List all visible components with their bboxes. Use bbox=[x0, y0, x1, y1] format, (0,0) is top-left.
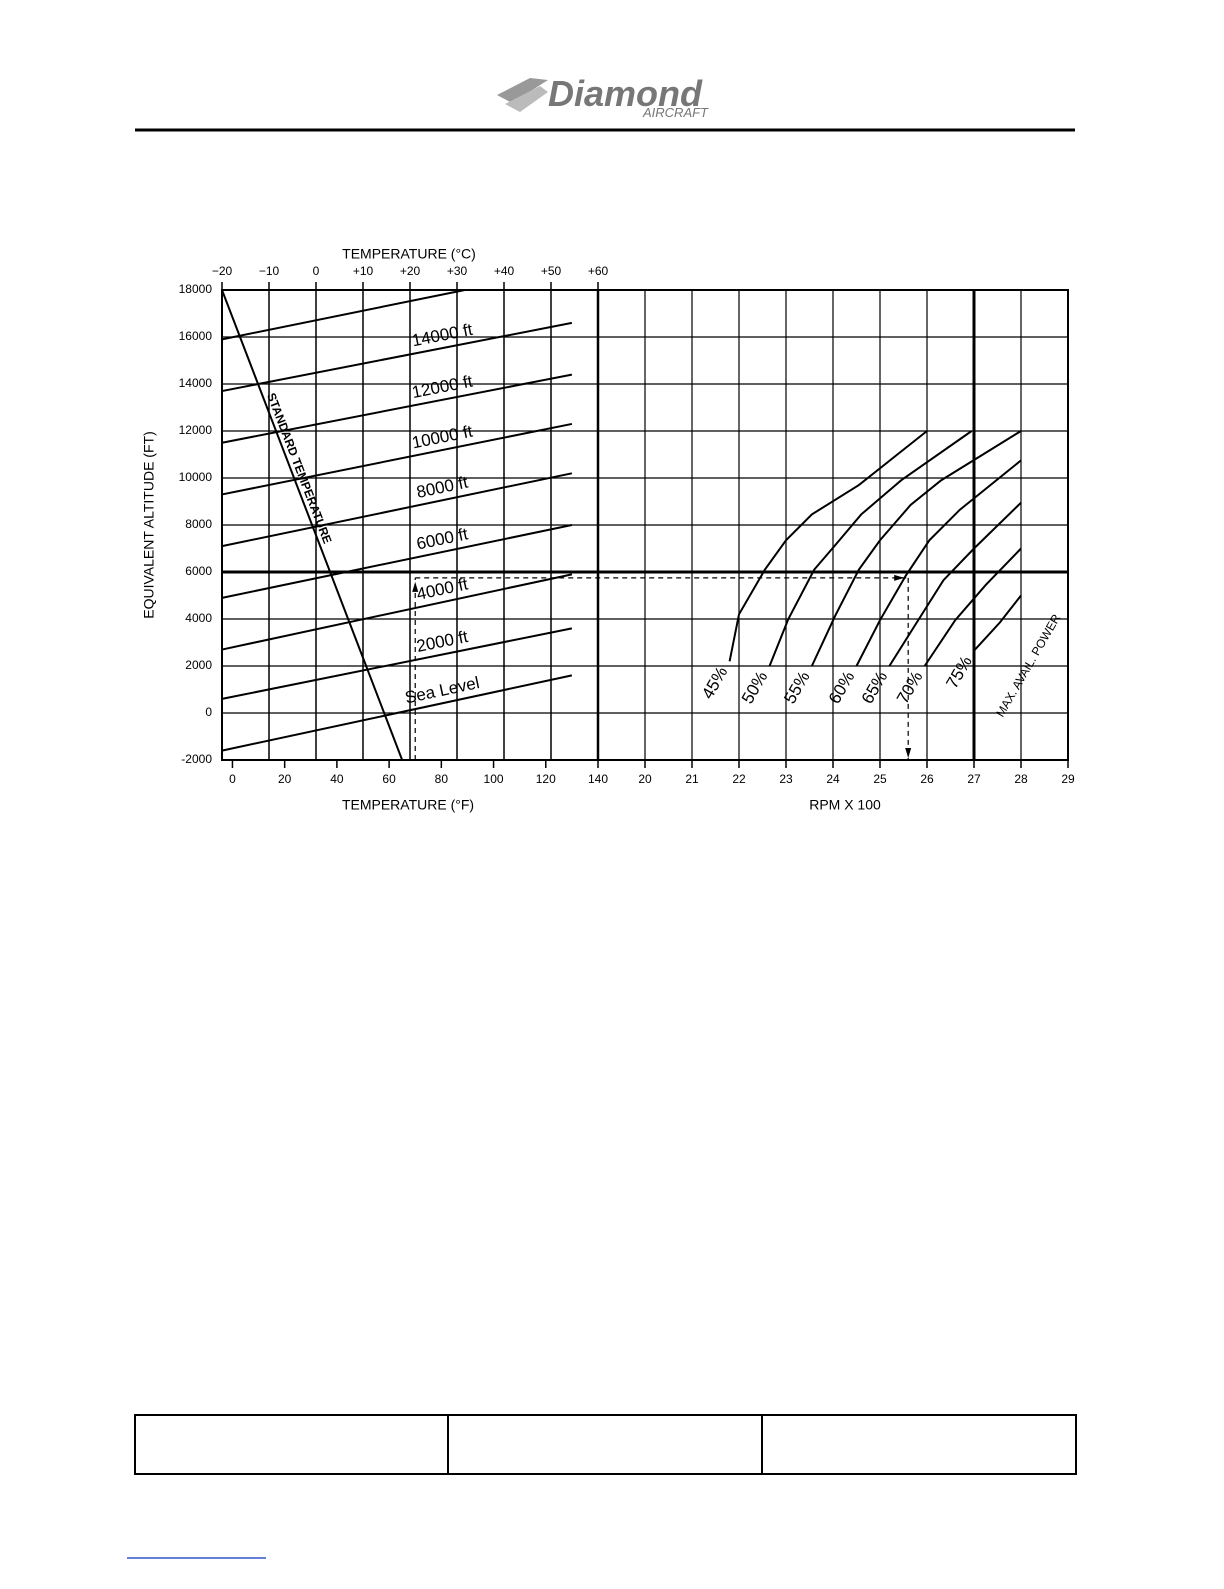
logo-mark bbox=[497, 78, 548, 103]
y-tick-label: 0 bbox=[205, 705, 212, 719]
top-tick-label: −10 bbox=[259, 264, 280, 278]
line-label: STANDARD TEMPERATURE bbox=[264, 391, 334, 546]
curve-label: 70% bbox=[893, 668, 926, 707]
series-line bbox=[221, 573, 573, 651]
y-axis-title: EQUIVALENT ALTITUDE (FT) bbox=[141, 431, 157, 618]
arrow-head bbox=[412, 581, 419, 592]
series-line bbox=[728, 430, 928, 662]
top-tick-label: +40 bbox=[494, 264, 515, 278]
y-tick-label: 4000 bbox=[185, 611, 212, 625]
x2-tick-label: 28 bbox=[1014, 772, 1028, 786]
series-line bbox=[855, 459, 1022, 667]
top-axis-title: TEMPERATURE (°C) bbox=[342, 246, 476, 262]
arrow-head bbox=[894, 574, 905, 581]
y-tick-label: 6000 bbox=[185, 564, 212, 578]
series-line bbox=[973, 594, 1022, 652]
y-tick-label: 8000 bbox=[185, 517, 212, 531]
x2-tick-label: 26 bbox=[920, 772, 934, 786]
line-label: 4000 ft bbox=[415, 574, 470, 604]
x2-tick-label: 21 bbox=[685, 772, 699, 786]
top-tick-label: +10 bbox=[353, 264, 374, 278]
y-tick-label: 12000 bbox=[179, 423, 213, 437]
series-line bbox=[810, 430, 1022, 667]
logo: Diamond AIRCRAFT bbox=[497, 73, 709, 120]
curve-label: 65% bbox=[858, 668, 891, 707]
logo-text: Diamond bbox=[548, 73, 703, 114]
y-tick-label: 10000 bbox=[179, 470, 213, 484]
x-tick-label: 80 bbox=[435, 772, 449, 786]
x2-tick-label: 24 bbox=[826, 772, 840, 786]
line-label: 14000 ft bbox=[410, 320, 474, 350]
x-tick-label: 0 bbox=[229, 772, 236, 786]
x-tick-label: 20 bbox=[278, 772, 292, 786]
series-line bbox=[888, 501, 1022, 667]
y-tick-label: -2000 bbox=[181, 752, 212, 766]
logo-mark bbox=[505, 86, 548, 112]
footer-table bbox=[134, 1414, 1077, 1475]
series-line bbox=[221, 472, 573, 548]
series-line bbox=[221, 627, 573, 700]
x-tick-label: 140 bbox=[588, 772, 608, 786]
series-line bbox=[221, 321, 573, 393]
footer-border bbox=[134, 1414, 1077, 1475]
curve-label: 75% bbox=[942, 653, 975, 692]
plot-border bbox=[221, 289, 1069, 761]
y-tick-label: 18000 bbox=[179, 282, 213, 296]
curve-label: 45% bbox=[698, 663, 731, 702]
line-label: 10000 ft bbox=[410, 422, 474, 453]
top-tick-label: +30 bbox=[447, 264, 468, 278]
x2-tick-label: 25 bbox=[873, 772, 887, 786]
x-tick-label: 60 bbox=[382, 772, 396, 786]
x-tick-label: 40 bbox=[330, 772, 344, 786]
curve-label: 60% bbox=[825, 668, 858, 707]
top-tick-label: +50 bbox=[541, 264, 562, 278]
line-label: 8000 ft bbox=[415, 473, 470, 502]
top-tick-label: +20 bbox=[400, 264, 421, 278]
curve-label: 55% bbox=[780, 668, 813, 707]
top-tick-label: +60 bbox=[588, 264, 609, 278]
x2-tick-label: 29 bbox=[1061, 772, 1075, 786]
x-tick-label: 120 bbox=[536, 772, 556, 786]
x-axis-title: TEMPERATURE (°F) bbox=[342, 797, 474, 813]
top-tick-label: −20 bbox=[212, 264, 233, 278]
y-tick-label: 16000 bbox=[179, 329, 213, 343]
series-line bbox=[221, 422, 573, 496]
series-line bbox=[768, 430, 973, 667]
x2-tick-label: 23 bbox=[779, 772, 793, 786]
series-line bbox=[221, 289, 404, 761]
line-label: 12000 ft bbox=[410, 372, 474, 402]
curve-label: 50% bbox=[738, 668, 771, 707]
top-tick-label: 0 bbox=[313, 264, 320, 278]
arrow-head bbox=[905, 748, 912, 758]
y-tick-label: 14000 bbox=[179, 376, 213, 390]
series-line bbox=[221, 373, 573, 444]
x-tick-label: 100 bbox=[484, 772, 504, 786]
series-line bbox=[221, 524, 573, 599]
x2-tick-label: 27 bbox=[967, 772, 981, 786]
series-line bbox=[923, 547, 1022, 667]
x2-tick-label: 22 bbox=[732, 772, 746, 786]
x2-tick-label: 20 bbox=[638, 772, 652, 786]
logo-subtext: AIRCRAFT bbox=[642, 105, 709, 120]
series-line bbox=[221, 289, 466, 341]
line-label: 6000 ft bbox=[415, 524, 470, 553]
series-line bbox=[221, 674, 573, 752]
x2-axis-title: RPM X 100 bbox=[809, 797, 881, 813]
y-tick-label: 2000 bbox=[185, 658, 212, 672]
